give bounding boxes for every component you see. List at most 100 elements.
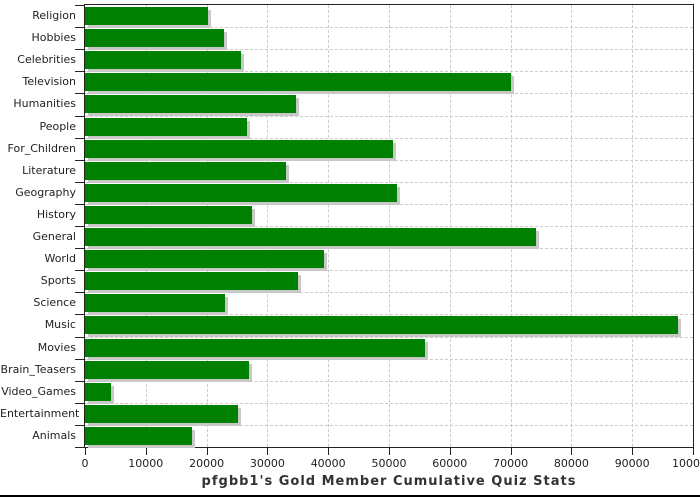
x-axis-label: 10000 <box>128 457 164 470</box>
gridline-horizontal <box>85 424 693 426</box>
gridline-horizontal <box>85 137 693 139</box>
gridline-horizontal <box>85 380 693 382</box>
bar-brain_teasers <box>85 360 250 379</box>
gridline-horizontal <box>85 93 693 95</box>
x-axis-label: 50000 <box>371 457 407 470</box>
bar-hobbies <box>85 29 224 48</box>
y-axis-tick <box>75 336 84 338</box>
bar-general <box>85 228 537 246</box>
x-axis-label: 90000 <box>614 457 650 470</box>
gridline-horizontal <box>85 314 693 316</box>
gridline-horizontal <box>85 181 693 183</box>
x-axis-tick <box>267 448 269 455</box>
y-axis-tick <box>75 270 84 272</box>
bar-literature <box>85 161 287 180</box>
bar-movies <box>85 338 425 357</box>
bar-world <box>85 250 324 269</box>
y-axis-label: Geography <box>15 185 76 199</box>
x-axis-tick <box>389 448 390 455</box>
bar-celebrities <box>85 51 241 70</box>
y-axis-label: Hobbies <box>31 31 76 45</box>
y-axis-label: Brain_Teasers <box>0 362 76 376</box>
bar-people <box>85 117 248 136</box>
y-axis-label: For_Children <box>7 141 76 155</box>
x-axis-label: 60000 <box>432 457 468 470</box>
y-axis-tick <box>75 380 84 382</box>
y-axis-label: Humanities <box>13 97 76 111</box>
y-axis-label: Movies <box>37 340 76 354</box>
y-axis-tick <box>75 314 84 316</box>
chart-title: pfgbb1's Gold Member Cumulative Quiz Sta… <box>201 474 577 489</box>
y-axis-tick <box>75 226 84 227</box>
y-axis-tick <box>75 27 84 29</box>
x-axis-tick <box>328 448 330 455</box>
y-axis-tick <box>75 424 84 426</box>
bar-religion <box>85 7 208 25</box>
x-axis-tick <box>510 448 512 455</box>
gridline-horizontal <box>85 71 693 73</box>
y-axis-tick <box>75 447 84 448</box>
y-axis-tick <box>75 203 84 205</box>
x-axis-tick <box>632 448 634 455</box>
y-axis-label: Animals <box>32 428 76 442</box>
x-axis-label: 20000 <box>189 457 225 470</box>
y-axis-label: Science <box>33 296 76 310</box>
bar-geography <box>85 183 397 202</box>
bar-humanities <box>85 95 296 114</box>
y-axis-label: World <box>44 252 76 266</box>
x-axis-label: 100000 <box>672 457 700 470</box>
y-axis-label: People <box>39 119 76 133</box>
y-axis-tick <box>75 292 84 294</box>
bar-television <box>85 73 512 92</box>
gridline-horizontal <box>85 358 693 360</box>
gridline-horizontal <box>85 27 693 29</box>
bar-animals <box>85 426 192 445</box>
gridline-horizontal <box>85 226 693 227</box>
gridline-horizontal <box>85 203 693 205</box>
y-axis-tick <box>75 358 84 360</box>
y-axis-tick <box>75 402 84 404</box>
x-axis-tick <box>693 448 694 455</box>
gridline-horizontal <box>85 159 693 161</box>
bar-science <box>85 294 225 313</box>
x-axis-tick <box>85 448 86 455</box>
gridline-horizontal <box>85 115 693 117</box>
y-axis-tick <box>75 115 84 117</box>
gridline-horizontal <box>85 270 693 272</box>
y-axis-label: Religion <box>32 9 76 23</box>
y-axis-label: Television <box>22 75 77 89</box>
plot-area <box>84 4 694 448</box>
x-axis-label: 70000 <box>493 457 529 470</box>
bar-history <box>85 205 253 224</box>
y-axis-label: Music <box>44 318 76 332</box>
bar-entertainment <box>85 404 239 423</box>
y-axis-label: Celebrities <box>17 53 76 67</box>
gridline-horizontal <box>85 49 693 51</box>
gridline-horizontal <box>85 402 693 404</box>
gridline-horizontal <box>85 336 693 338</box>
gridline-horizontal <box>85 248 693 250</box>
y-axis-label: Entertainment <box>0 406 80 420</box>
x-axis-label: 80000 <box>553 457 589 470</box>
bar-music <box>85 316 679 335</box>
y-axis-tick <box>75 181 84 183</box>
y-axis-label: Video_Games <box>1 384 76 398</box>
x-axis-label: 0 <box>81 457 89 470</box>
y-axis-tick <box>75 137 84 139</box>
bar-video_games <box>85 382 111 401</box>
y-axis-tick <box>75 71 84 73</box>
y-axis-tick <box>75 159 84 161</box>
x-axis-tick <box>571 448 573 455</box>
bar-for_children <box>85 139 393 158</box>
y-axis-tick <box>75 248 84 250</box>
y-axis-label: General <box>32 230 76 244</box>
x-axis-label: 30000 <box>249 457 285 470</box>
x-axis-tick <box>449 448 451 455</box>
x-axis-tick <box>145 448 147 455</box>
gridline-horizontal <box>85 292 693 294</box>
y-axis-label: Sports <box>40 274 76 288</box>
y-axis-tick <box>75 5 84 6</box>
x-axis-tick <box>206 448 208 455</box>
bar-sports <box>85 272 299 291</box>
